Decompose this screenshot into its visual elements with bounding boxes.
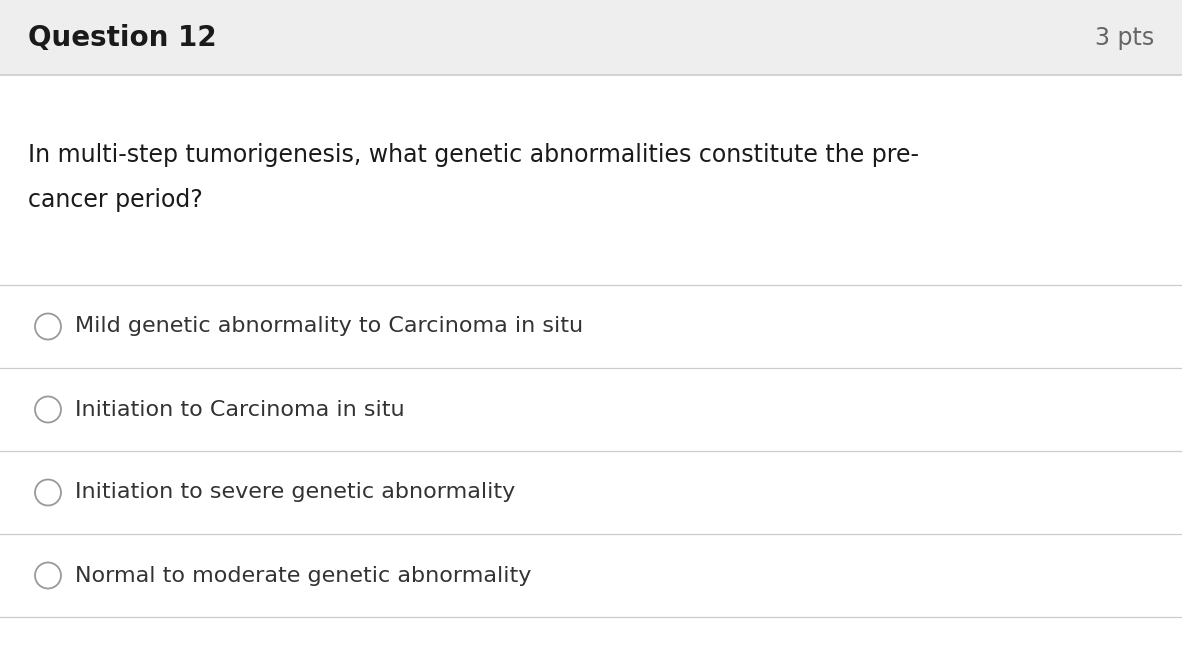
Text: Mild genetic abnormality to Carcinoma in situ: Mild genetic abnormality to Carcinoma in… [74, 317, 583, 337]
Text: In multi-step tumorigenesis, what genetic abnormalities constitute the pre-: In multi-step tumorigenesis, what geneti… [28, 143, 918, 167]
Text: Normal to moderate genetic abnormality: Normal to moderate genetic abnormality [74, 566, 532, 586]
Text: Initiation to severe genetic abnormality: Initiation to severe genetic abnormality [74, 482, 515, 502]
Text: Question 12: Question 12 [28, 23, 216, 51]
Text: Initiation to Carcinoma in situ: Initiation to Carcinoma in situ [74, 400, 404, 419]
Bar [0, 0, 1182, 75]
Text: cancer period?: cancer period? [28, 188, 203, 212]
Text: 3 pts: 3 pts [1095, 25, 1154, 49]
